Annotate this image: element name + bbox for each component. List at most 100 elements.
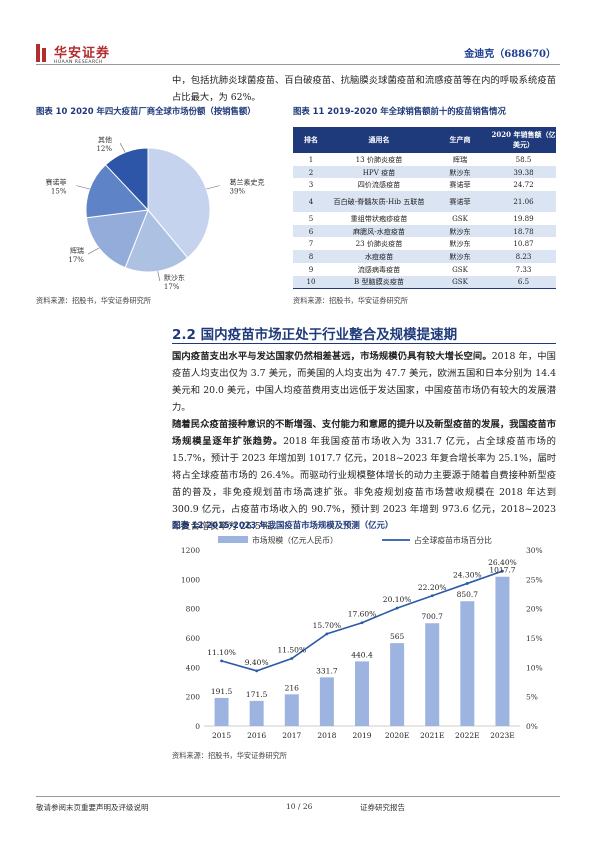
cell-rank: 1 bbox=[308, 154, 314, 164]
cell-name: 麻腮风-水痘疫苗 bbox=[329, 224, 429, 238]
line-point bbox=[395, 606, 399, 610]
line-value-label: 26.40% bbox=[488, 558, 517, 567]
cell-rank: 4 bbox=[293, 191, 329, 213]
bar-value-label: 565 bbox=[390, 632, 405, 641]
bar bbox=[390, 643, 405, 726]
col-header-maker: 生产商 bbox=[429, 127, 491, 153]
cell-sales: 8.23 bbox=[491, 250, 556, 263]
cell-maker: 赛诺菲 bbox=[449, 180, 471, 190]
cell-maker: 赛诺菲 bbox=[429, 191, 491, 213]
cell-rank: 6 bbox=[293, 224, 329, 238]
pie-leader-line bbox=[119, 142, 126, 153]
x-tick-label: 2017 bbox=[282, 731, 301, 740]
header-company: 金迪克（688670） bbox=[464, 49, 556, 60]
footer-report-type: 证券研究报告 bbox=[360, 803, 405, 812]
cell-sales: 18.78 bbox=[491, 224, 556, 238]
pie-label: 赛诺菲 bbox=[45, 178, 66, 187]
table-header-row: 排名 通用名 生产商 2020 年销售额（亿美元） bbox=[293, 127, 556, 153]
paragraph-spending-body: 2018 年，中国疫苗人均支出仅为 3.7 美元，而美国的人均支出为 47.7 … bbox=[172, 351, 556, 413]
footer-divider bbox=[36, 796, 560, 797]
line-point bbox=[290, 657, 294, 660]
line-point bbox=[501, 569, 504, 573]
bar-value-label: 331.7 bbox=[316, 666, 338, 675]
paragraph-growth: 随着民众疫苗接种意识的不断增强、支付能力和意愿的提升以及新型疫苗的发展，我国疫苗… bbox=[172, 416, 556, 535]
pie-value-label: 17% bbox=[68, 256, 84, 264]
paragraph-growth-body: 2018 年我国疫苗市场收入为 331.7 亿元，占全球疫苗市场的 15.7%，… bbox=[172, 436, 556, 532]
logo-text-cn: 华安证券 bbox=[54, 46, 111, 61]
pie-label: 默沙东 bbox=[164, 273, 185, 282]
y-left-tick-label: 0 bbox=[195, 722, 200, 731]
line-point bbox=[325, 632, 329, 636]
pie-label: 其他 bbox=[98, 135, 112, 144]
x-tick-label: 2022E bbox=[455, 731, 480, 740]
table-row: 5 重组带状疱疹疫苗 GSK 19.89 bbox=[293, 212, 556, 225]
cell-maker: GSK bbox=[452, 264, 468, 274]
pie-value-label: 17% bbox=[164, 283, 180, 291]
cell-rank: 10 bbox=[293, 275, 329, 289]
line-point bbox=[465, 582, 469, 585]
cell-rank: 3 bbox=[308, 180, 314, 190]
cell-maker: 默沙东 bbox=[429, 250, 491, 263]
y-right-tick-label: 10% bbox=[526, 663, 543, 672]
line-value-label: 11.10% bbox=[207, 648, 236, 657]
line-value-label: 9.40% bbox=[245, 658, 269, 667]
cell-rank: 2 bbox=[293, 165, 329, 179]
col-header-name: 通用名 bbox=[329, 127, 429, 153]
bar-value-label: 216 bbox=[285, 683, 300, 692]
x-tick-label: 2023E bbox=[490, 731, 515, 740]
fig11-title: 图表 11 2019-2020 年全球销售额前十的疫苗销售情况 bbox=[293, 106, 506, 116]
y-right-tick-label: 30% bbox=[526, 546, 543, 555]
table-row: 9 流感病毒疫苗 GSK 7.33 bbox=[293, 263, 556, 276]
fig12-source: 资料来源：招股书，华安证券研究所 bbox=[172, 751, 288, 760]
line-value-label: 22.20% bbox=[418, 583, 447, 592]
bar-value-label: 1017.7 bbox=[489, 566, 515, 575]
cell-name: 流感病毒疫苗 bbox=[357, 264, 401, 274]
legend-line-label: 占全球疫苗市场百分比 bbox=[414, 535, 492, 545]
bar bbox=[460, 601, 475, 726]
table-row: 8 水痘疫苗 默沙东 8.23 bbox=[293, 250, 556, 263]
bar bbox=[214, 697, 229, 726]
bar bbox=[355, 661, 369, 726]
pie-leader-line bbox=[76, 185, 90, 190]
pie-value-label: 12% bbox=[96, 145, 112, 153]
bar-value-label: 191.5 bbox=[211, 687, 233, 696]
line-value-label: 20.10% bbox=[383, 595, 412, 604]
table-row: 3 四价流感疫苗 赛诺菲 24.72 bbox=[293, 178, 556, 191]
cell-name: 23 价肺炎疫苗 bbox=[355, 239, 403, 249]
bar-value-label: 700.7 bbox=[421, 612, 443, 621]
legend-bar-label: 市场规模（亿元人民币） bbox=[252, 535, 338, 545]
fig10-title: 图表 10 2020 年四大疫苗厂商全球市场份额（按销售额） bbox=[36, 106, 256, 116]
line-point bbox=[255, 669, 259, 673]
x-tick-label: 2016 bbox=[247, 731, 266, 740]
table-row: 4 百白破-脊髓灰质-Hib 五联苗 赛诺菲 21.06 bbox=[293, 191, 556, 213]
legend-bar-swatch bbox=[218, 536, 248, 543]
pie-slice bbox=[147, 147, 211, 259]
table-row: 6 麻腮风-水痘疫苗 默沙东 18.78 bbox=[293, 224, 556, 238]
cell-maker: 默沙东 bbox=[449, 239, 471, 249]
line-value-label: 11.50% bbox=[277, 646, 306, 655]
cell-maker: GSK bbox=[452, 213, 468, 223]
cell-name: 百白破-脊髓灰质-Hib 五联苗 bbox=[329, 191, 429, 213]
fig10-source: 资料来源：招股书，华安证券研究所 bbox=[36, 296, 152, 305]
col-header-sales: 2020 年销售额（亿美元） bbox=[491, 127, 556, 153]
pie-slice bbox=[85, 209, 149, 269]
bar bbox=[249, 700, 264, 726]
x-tick-label: 2021E bbox=[420, 731, 445, 740]
paragraph-spending: 国内疫苗支出水平与发达国家仍然相差甚远，市场规模仍具有较大增长空间。2018 年… bbox=[172, 348, 556, 416]
line-value-label: 17.60% bbox=[348, 610, 377, 619]
cell-name: 重组带状疱疹疫苗 bbox=[350, 213, 408, 223]
cell-sales: 10.87 bbox=[513, 239, 534, 249]
y-left-tick-label: 400 bbox=[186, 663, 201, 672]
bar-value-label: 850.7 bbox=[457, 590, 479, 599]
table-row: 7 23 价肺炎疫苗 默沙东 10.87 bbox=[293, 237, 556, 250]
cell-rank: 7 bbox=[308, 239, 314, 249]
pie-value-label: 15% bbox=[51, 188, 67, 196]
section-divider bbox=[172, 343, 556, 344]
y-left-tick-label: 1200 bbox=[181, 546, 200, 555]
pie-slice bbox=[124, 209, 189, 273]
table-row: 10 B 型脑膜炎疫苗 GSK 6.5 bbox=[293, 275, 556, 289]
pie-leader-line bbox=[87, 247, 100, 255]
cell-sales: 58.5 bbox=[515, 154, 532, 164]
bar-value-label: 440.4 bbox=[351, 650, 373, 659]
